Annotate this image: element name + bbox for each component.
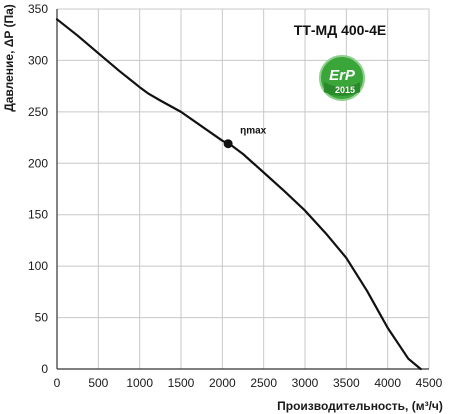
y-tick-label: 200	[28, 156, 48, 170]
y-tick-label: 150	[28, 208, 48, 222]
chart-grid	[57, 8, 430, 369]
y-tick-label: 250	[28, 105, 48, 119]
x-tick-label: 0	[54, 376, 61, 390]
chart-axes	[56, 9, 429, 370]
erp-badge-ring	[319, 55, 365, 101]
chart-annotations: ηmax	[223, 126, 267, 149]
x-tick-label: 4000	[374, 376, 401, 390]
chart-series	[55, 18, 422, 371]
eta-max-point	[223, 139, 233, 149]
y-tick-label: 50	[35, 311, 49, 325]
x-tick-label: 500	[88, 376, 108, 390]
y-tick-label: 300	[28, 53, 48, 67]
eta-max-label: ηmax	[240, 126, 267, 137]
x-tick-label: 3500	[333, 376, 360, 390]
y-tick-label: 0	[41, 362, 48, 376]
erp-badge-top-text: ErP	[329, 67, 356, 84]
x-tick-label: 1000	[126, 376, 153, 390]
y-tick-label: 100	[28, 259, 48, 273]
x-axis-label: Производительность, (м³/ч)	[277, 399, 443, 413]
chart-title: ТТ-МД 400-4Е	[294, 22, 386, 38]
x-tick-label: 4500	[416, 376, 443, 390]
x-tick-label: 2500	[250, 376, 277, 390]
erp-badge-swoosh	[324, 82, 360, 96]
erp-badge-year-text: 2015	[335, 85, 355, 95]
y-tick-labels: 0 50 100 150 200 250 300 350	[28, 2, 48, 376]
series-line	[55, 18, 422, 371]
y-tick-label: 350	[28, 2, 48, 16]
x-tick-labels: 0 500 1000 1500 2000 2500 3000 3500 4000 4500	[54, 376, 443, 390]
x-tick-label: 1500	[168, 376, 195, 390]
x-tick-label: 2000	[209, 376, 236, 390]
x-tick-label: 3000	[292, 376, 319, 390]
erp-badge: ErP 2015	[319, 55, 365, 101]
y-axis-label: Давление, ΔP (Па)	[2, 4, 16, 112]
